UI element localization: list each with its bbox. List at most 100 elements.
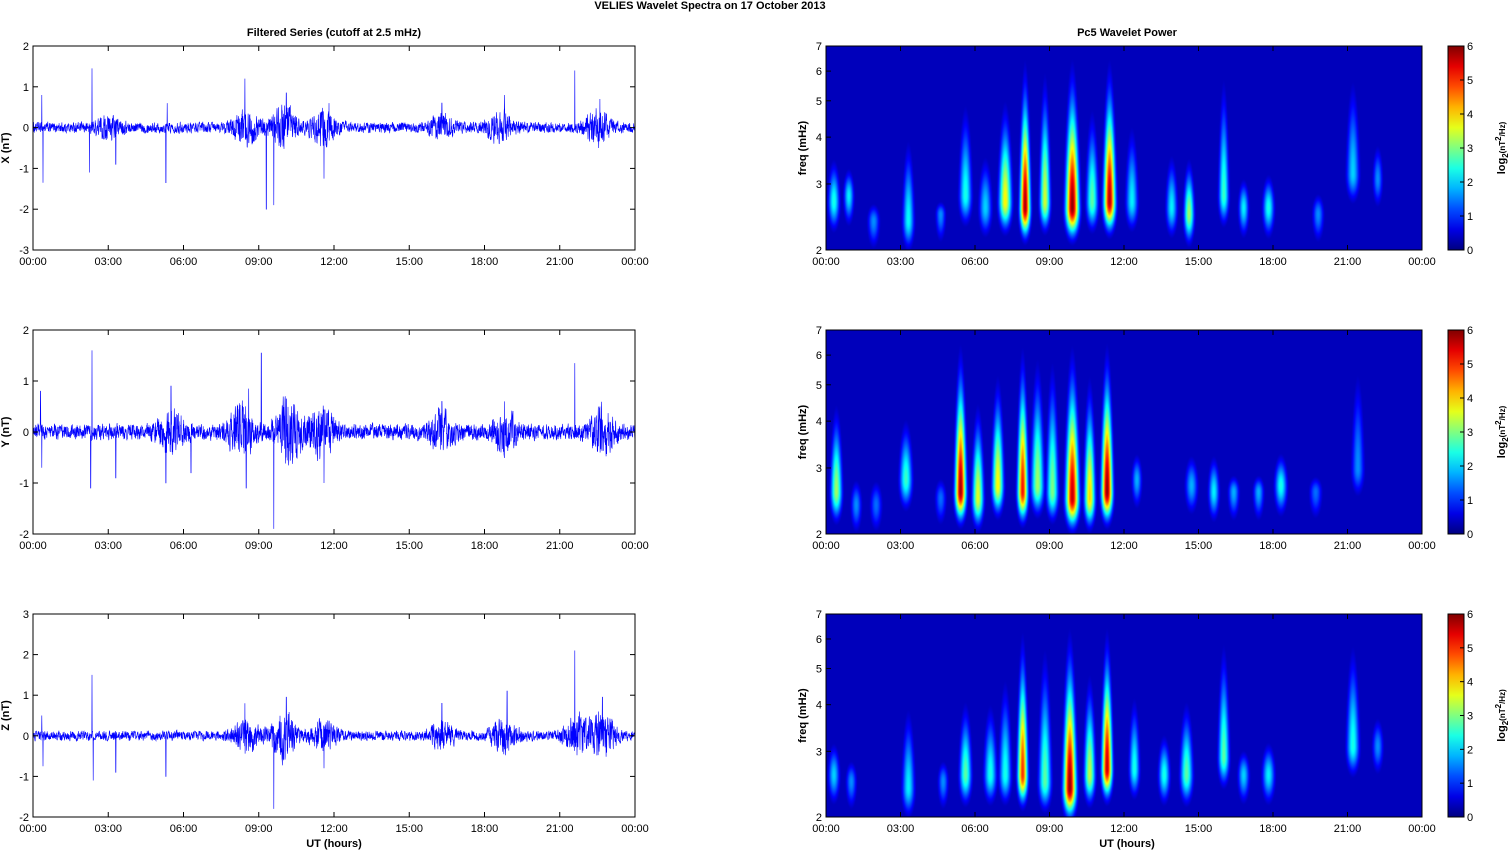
right-x-axis-label: UT (hours) — [1099, 838, 1155, 850]
z-series-x-tick-label: 06:00 — [170, 823, 198, 835]
x-wavelet-y-tick-label: 4 — [816, 132, 822, 144]
y-series-x-tick-label: 09:00 — [245, 540, 273, 552]
x-series-y-tick-label: -3 — [19, 245, 29, 257]
y-wavelet-colorbar-label: log2(nT2/Hz) — [1494, 405, 1510, 458]
x-wavelet-y-tick-label: 7 — [816, 41, 822, 53]
y-series-x-tick-label: 15:00 — [395, 540, 423, 552]
x-series-panel: -3 -2 -1 0 1 2 00:00 03:00 06:00 09:00 12:00 15:00 1… — [0, 41, 649, 268]
z-series-x-tick-label: 12:00 — [320, 823, 348, 835]
z-wavelet-y-tick-label: 5 — [816, 664, 822, 676]
z-wavelet-colorbar-tick-label: 6 — [1467, 609, 1473, 621]
z-wavelet-power-map — [826, 614, 1422, 817]
x-series-y-axis-label: X (nT) — [0, 132, 12, 163]
z-series-y-axis-label: Z (nT) — [0, 700, 12, 731]
x-wavelet-colorbar-label-part: 2 — [1501, 153, 1510, 158]
y-wavelet-x-tick-label: 00:00 — [812, 540, 840, 552]
x-wavelet-colorbar-tick-label: 3 — [1467, 143, 1473, 155]
z-wavelet-colorbar-tick-label: 5 — [1467, 643, 1473, 655]
x-series-x-tick-label: 21:00 — [546, 256, 574, 268]
z-series-x-tick-label: 15:00 — [395, 823, 423, 835]
x-wavelet-colorbar-label-part: (nT — [1498, 141, 1507, 154]
x-wavelet-colorbar-tick-label: 4 — [1467, 109, 1473, 121]
x-series-x-tick-label: 00:00 — [621, 256, 649, 268]
z-wavelet-x-tick-label: 21:00 — [1334, 823, 1362, 835]
y-series-x-tick-label: 00:00 — [621, 540, 649, 552]
y-series-x-tick-label: 03:00 — [94, 540, 122, 552]
y-wavelet-colorbar-tick-label: 5 — [1467, 359, 1473, 371]
x-wavelet-y-tick-label: 6 — [816, 66, 822, 78]
z-wavelet-colorbar-label-part: (nT — [1498, 708, 1507, 721]
z-series-x-tick-label: 09:00 — [245, 823, 273, 835]
y-wavelet-x-tick-label: 18:00 — [1259, 540, 1287, 552]
x-wavelet-colorbar-tick-label: 5 — [1467, 75, 1473, 87]
z-wavelet-x-tick-label: 00:00 — [1408, 823, 1436, 835]
y-series-y-tick-label: -1 — [19, 478, 29, 490]
y-wavelet-x-tick-label: 00:00 — [1408, 540, 1436, 552]
z-series-trace — [32, 650, 636, 809]
x-series-x-tick-label: 00:00 — [19, 256, 47, 268]
z-series-panel: -2 -1 0 1 2 3 00:00 03:00 06:00 09:00 12:00 15:00 18… — [0, 609, 649, 835]
y-series-trace — [32, 350, 636, 529]
y-wavelet-colorbar-tick-label: 4 — [1467, 393, 1473, 405]
x-wavelet-x-tick-label: 03:00 — [887, 256, 915, 268]
y-wavelet-colorbar-label-part: 2 — [1501, 437, 1510, 442]
figure-title: VELIES Wavelet Spectra on 17 October 201… — [594, 0, 825, 12]
y-wavelet-y-tick-label: 4 — [816, 416, 822, 428]
x-wavelet-x-tick-label: 00:00 — [1408, 256, 1436, 268]
z-wavelet-y-tick-label: 3 — [816, 746, 822, 758]
y-wavelet-y-tick-label: 3 — [816, 463, 822, 475]
y-wavelet-y-axis-label: freq (mHz) — [797, 404, 809, 459]
x-wavelet-colorbar-label-part: 2 — [1494, 136, 1503, 141]
x-series-y-tick-label: -2 — [19, 204, 29, 216]
x-series-y-tick-label: 1 — [23, 82, 29, 94]
y-wavelet-panel: 2 3 4 5 6 7 00:00 03:00 06:00 09:00 12:00 15:00 18:0… — [797, 325, 1510, 552]
y-wavelet-colorbar-label-part: 2 — [1494, 420, 1503, 425]
chart-panels: -3 -2 -1 0 1 2 00:00 03:00 06:00 09:00 12:00 15:00 1… — [0, 41, 1510, 835]
z-wavelet-colorbar-tick-label: 2 — [1467, 744, 1473, 756]
y-series-x-tick-label: 06:00 — [170, 540, 198, 552]
x-wavelet-x-tick-label: 09:00 — [1036, 256, 1064, 268]
x-series-x-tick-label: 18:00 — [471, 256, 499, 268]
y-series-x-tick-label: 00:00 — [19, 540, 47, 552]
y-series-y-tick-label: 0 — [23, 427, 29, 439]
z-series-x-tick-label: 00:00 — [621, 823, 649, 835]
x-wavelet-x-tick-label: 06:00 — [961, 256, 989, 268]
z-wavelet-x-tick-label: 09:00 — [1036, 823, 1064, 835]
z-wavelet-colorbar-label-part: 2 — [1494, 703, 1503, 708]
z-wavelet-y-tick-label: 7 — [816, 609, 822, 621]
x-series-y-tick-label: -1 — [19, 163, 29, 175]
y-wavelet-y-tick-label: 6 — [816, 350, 822, 362]
y-wavelet-x-tick-label: 09:00 — [1036, 540, 1064, 552]
x-series-plot-area — [33, 46, 635, 250]
z-wavelet-colorbar-label-part: 2 — [1501, 720, 1510, 725]
z-series-y-tick-label: 2 — [23, 650, 29, 662]
x-wavelet-colorbar-label: log2(nT2/Hz) — [1494, 121, 1510, 174]
x-wavelet-x-tick-label: 18:00 — [1259, 256, 1287, 268]
x-wavelet-y-tick-label: 2 — [816, 245, 822, 257]
y-wavelet-x-tick-label: 12:00 — [1110, 540, 1138, 552]
x-wavelet-colorbar-tick-label: 6 — [1467, 41, 1473, 53]
x-series-x-tick-label: 03:00 — [94, 256, 122, 268]
y-wavelet-colorbar-label-part: log — [1496, 442, 1508, 459]
y-series-x-tick-label: 18:00 — [471, 540, 499, 552]
left-column-title: Filtered Series (cutoff at 2.5 mHz) — [247, 27, 422, 39]
x-series-x-tick-label: 09:00 — [245, 256, 273, 268]
y-wavelet-colorbar-tick-label: 0 — [1467, 529, 1473, 541]
z-series-plot-area — [33, 614, 635, 817]
y-series-y-axis-label: Y (nT) — [0, 416, 12, 447]
y-series-y-tick-label: 1 — [23, 376, 29, 388]
x-wavelet-x-tick-label: 12:00 — [1110, 256, 1138, 268]
z-series-y-tick-label: -1 — [19, 771, 29, 783]
y-wavelet-colorbar-tick-label: 6 — [1467, 325, 1473, 337]
x-wavelet-colorbar-label-part: log — [1496, 158, 1508, 175]
z-series-x-tick-label: 21:00 — [546, 823, 574, 835]
y-wavelet-y-tick-label: 5 — [816, 380, 822, 392]
y-wavelet-colorbar-tick-label: 3 — [1467, 427, 1473, 439]
x-series-x-tick-label: 15:00 — [395, 256, 423, 268]
z-wavelet-colorbar-tick-label: 4 — [1467, 677, 1473, 689]
y-wavelet-x-tick-label: 03:00 — [887, 540, 915, 552]
x-series-y-tick-label: 0 — [23, 123, 29, 135]
z-series-y-tick-label: 3 — [23, 609, 29, 621]
y-series-x-tick-label: 12:00 — [320, 540, 348, 552]
